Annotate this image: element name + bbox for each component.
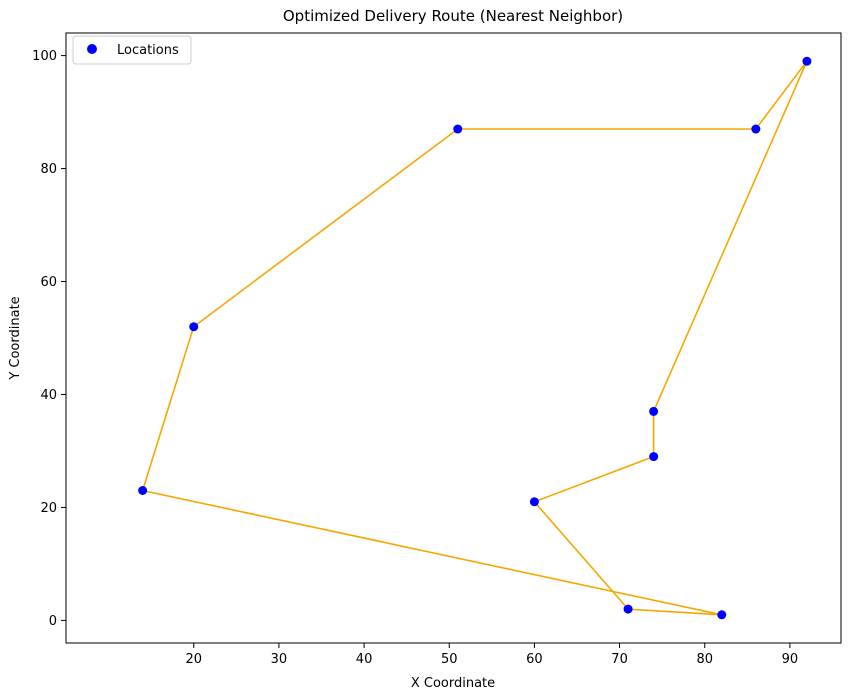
y-tick-label: 40	[40, 388, 57, 403]
legend-label-locations: Locations	[117, 43, 179, 58]
chart-title: Optimized Delivery Route (Nearest Neighb…	[283, 7, 623, 25]
location-point	[717, 610, 727, 620]
legend: Locations	[72, 35, 192, 65]
legend-marker-locations	[87, 44, 97, 54]
x-tick-label: 70	[611, 652, 628, 667]
legend-box	[72, 35, 192, 65]
x-tick-label: 40	[356, 652, 373, 667]
y-tick-label: 100	[32, 49, 57, 64]
y-axis-label: Y Coordinate	[8, 296, 23, 380]
x-tick-label: 80	[696, 652, 713, 667]
x-tick-label: 90	[782, 652, 799, 667]
x-tick-label: 20	[185, 652, 202, 667]
plot-frame	[65, 32, 842, 644]
location-point	[802, 56, 812, 66]
y-ticks: 0 20 40 60 80 100	[32, 49, 66, 629]
location-point	[649, 452, 659, 462]
y-tick-label: 80	[40, 162, 57, 177]
points-layer	[138, 56, 812, 620]
y-tick-label: 60	[40, 275, 57, 290]
x-axis-label: X Coordinate	[411, 676, 495, 691]
location-point	[623, 604, 633, 614]
location-point	[649, 406, 659, 416]
location-point	[529, 497, 539, 507]
location-point	[189, 322, 199, 332]
y-tick-label: 20	[40, 501, 57, 516]
y-tick-label: 0	[49, 614, 57, 629]
route-layer	[141, 60, 808, 616]
x-tick-label: 30	[271, 652, 288, 667]
x-tick-label: 60	[526, 652, 543, 667]
location-point	[751, 124, 761, 134]
x-ticks: 20 30 40 50 60 70 80 90	[185, 643, 798, 667]
location-point	[453, 124, 463, 134]
x-tick-label: 50	[441, 652, 458, 667]
location-point	[138, 486, 148, 495]
route-line	[141, 60, 808, 616]
